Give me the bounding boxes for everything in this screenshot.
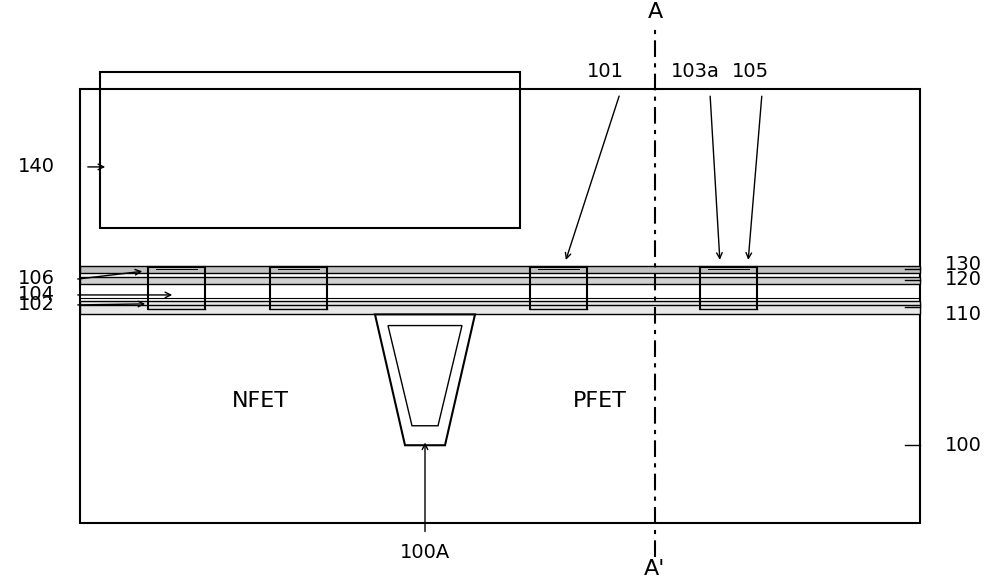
Text: 101: 101 bbox=[586, 62, 624, 81]
Text: 104: 104 bbox=[18, 285, 55, 304]
Bar bbox=[80, 89, 920, 523]
Text: 106: 106 bbox=[18, 269, 55, 288]
Text: 100: 100 bbox=[945, 436, 982, 455]
Text: 103a: 103a bbox=[671, 62, 719, 81]
Text: 120: 120 bbox=[945, 270, 982, 289]
Bar bbox=[80, 300, 920, 314]
Text: 100A: 100A bbox=[400, 543, 450, 562]
Text: 110: 110 bbox=[945, 305, 982, 324]
Polygon shape bbox=[375, 314, 475, 445]
Bar bbox=[80, 266, 920, 272]
Text: NFET: NFET bbox=[232, 390, 288, 411]
Text: A': A' bbox=[644, 560, 666, 579]
Text: 102: 102 bbox=[18, 296, 55, 314]
Text: PFET: PFET bbox=[573, 390, 627, 411]
Bar bbox=[100, 72, 520, 228]
Text: 105: 105 bbox=[731, 62, 769, 81]
Bar bbox=[80, 277, 920, 284]
Text: 140: 140 bbox=[18, 157, 55, 177]
Text: 130: 130 bbox=[945, 255, 982, 274]
Text: A: A bbox=[647, 2, 663, 22]
